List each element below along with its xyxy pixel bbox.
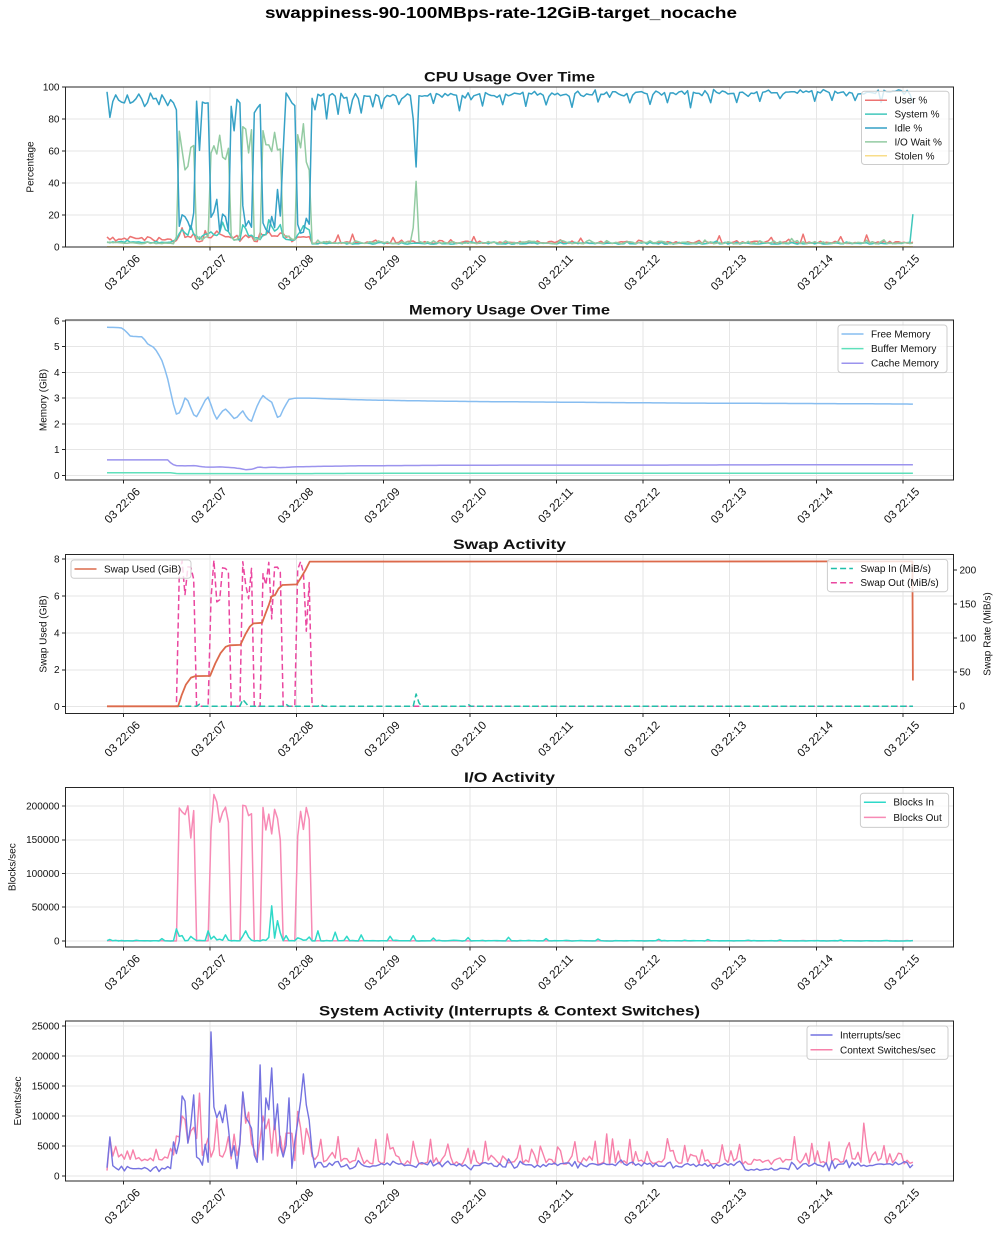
- svg-text:0: 0: [54, 936, 60, 947]
- svg-text:Memory Usage Over Time: Memory Usage Over Time: [409, 302, 610, 318]
- svg-text:0: 0: [54, 702, 60, 713]
- svg-text:Swap Used (GiB): Swap Used (GiB): [39, 595, 50, 672]
- svg-text:25000: 25000: [32, 1021, 60, 1032]
- svg-text:Interrupts/sec: Interrupts/sec: [840, 1031, 901, 1042]
- svg-text:Swap Rate (MiB/s): Swap Rate (MiB/s): [983, 592, 994, 675]
- svg-text:10000: 10000: [32, 1111, 60, 1122]
- svg-text:System %: System %: [895, 110, 940, 121]
- svg-text:200: 200: [960, 565, 977, 576]
- svg-text:20: 20: [48, 210, 60, 221]
- svg-text:15000: 15000: [32, 1081, 60, 1092]
- svg-text:swappiness-90-100MBps-rate-12G: swappiness-90-100MBps-rate-12GiB-target_…: [265, 5, 737, 22]
- svg-text:5000: 5000: [37, 1141, 60, 1152]
- svg-text:6: 6: [54, 592, 60, 603]
- svg-text:200000: 200000: [26, 801, 60, 812]
- svg-text:User %: User %: [895, 96, 928, 107]
- svg-text:Buffer Memory: Buffer Memory: [871, 344, 936, 355]
- svg-text:3: 3: [54, 394, 60, 405]
- svg-text:1: 1: [54, 445, 60, 456]
- svg-text:Swap Out (MiB/s): Swap Out (MiB/s): [860, 578, 938, 589]
- svg-text:100: 100: [960, 634, 977, 645]
- svg-text:Blocks In: Blocks In: [893, 798, 934, 809]
- svg-text:System Activity (Interrupts &: System Activity (Interrupts & Context Sw…: [319, 1003, 700, 1019]
- svg-text:50: 50: [960, 668, 972, 679]
- svg-text:40: 40: [48, 178, 60, 189]
- svg-text:Memory (GiB): Memory (GiB): [39, 369, 50, 431]
- svg-text:5: 5: [54, 342, 60, 353]
- svg-text:Context Switches/sec: Context Switches/sec: [840, 1045, 936, 1056]
- svg-text:I/O Activity: I/O Activity: [464, 769, 555, 785]
- svg-text:Cache Memory: Cache Memory: [871, 359, 939, 370]
- svg-text:60: 60: [48, 146, 60, 157]
- svg-text:Swap Used (GiB): Swap Used (GiB): [104, 565, 181, 576]
- svg-text:50000: 50000: [32, 903, 60, 914]
- svg-text:Stolen %: Stolen %: [895, 151, 935, 162]
- svg-text:4: 4: [54, 628, 60, 639]
- svg-text:I/O Wait %: I/O Wait %: [895, 137, 943, 148]
- svg-text:6: 6: [54, 316, 60, 327]
- svg-text:8: 8: [54, 555, 60, 566]
- svg-text:Percentage: Percentage: [26, 141, 37, 193]
- svg-text:Free Memory: Free Memory: [871, 330, 930, 341]
- svg-text:0: 0: [960, 702, 966, 713]
- svg-text:Swap Activity: Swap Activity: [453, 536, 566, 552]
- svg-text:4: 4: [54, 368, 60, 379]
- svg-text:Swap In (MiB/s): Swap In (MiB/s): [860, 564, 931, 575]
- svg-text:100000: 100000: [26, 869, 60, 880]
- svg-text:Events/sec: Events/sec: [13, 1077, 24, 1126]
- svg-text:150000: 150000: [26, 835, 60, 846]
- svg-text:0: 0: [54, 471, 60, 482]
- svg-text:150: 150: [960, 599, 977, 610]
- svg-text:2: 2: [54, 665, 60, 676]
- svg-text:Blocks/sec: Blocks/sec: [8, 843, 19, 891]
- svg-text:20000: 20000: [32, 1051, 60, 1062]
- svg-text:CPU Usage Over Time: CPU Usage Over Time: [424, 69, 595, 85]
- svg-text:100: 100: [43, 82, 60, 93]
- svg-text:0: 0: [54, 242, 60, 253]
- svg-text:0: 0: [54, 1171, 60, 1182]
- svg-text:80: 80: [48, 114, 60, 125]
- svg-text:Blocks Out: Blocks Out: [893, 813, 942, 824]
- svg-text:Idle %: Idle %: [895, 124, 923, 135]
- svg-text:2: 2: [54, 419, 60, 430]
